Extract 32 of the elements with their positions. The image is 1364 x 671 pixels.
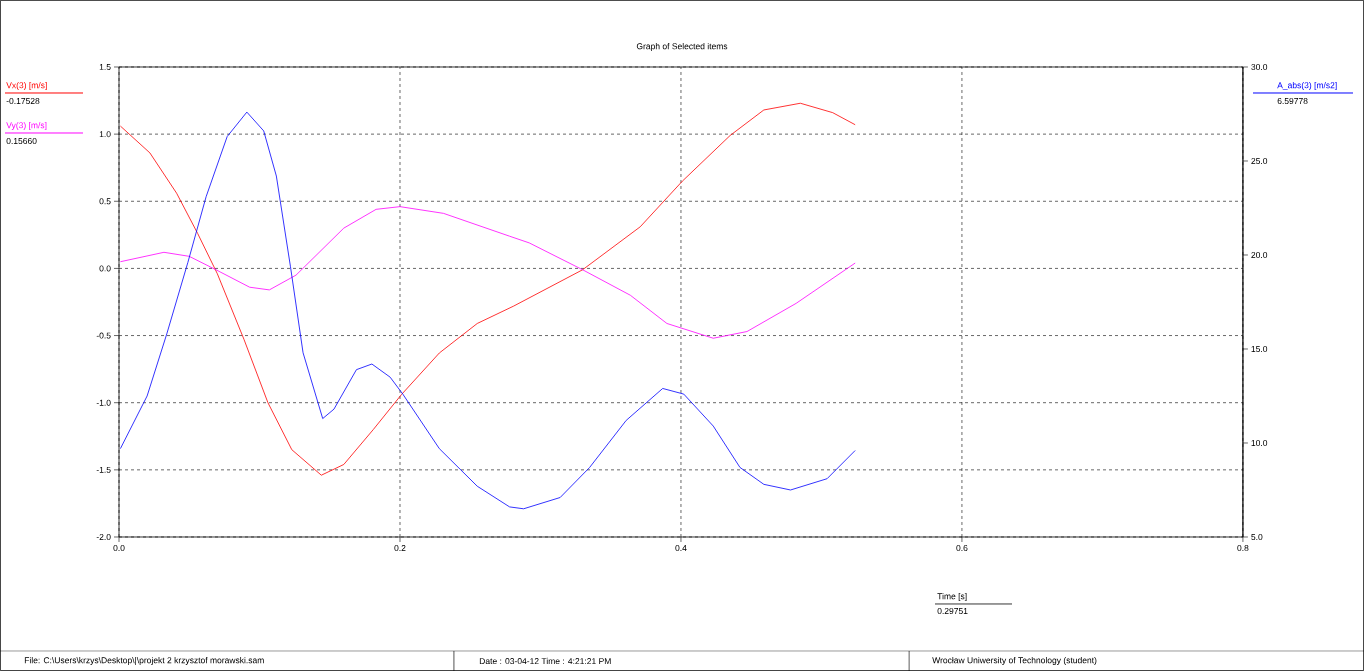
y-tick-label: -1.0 [96,399,111,406]
y-tick-label: -0.5 [96,332,111,339]
text: Vy(3) [m/s] [6,122,47,130]
y-tick-label: 1.0 [99,131,111,138]
text: A_abs(3) [m/s2] [1277,82,1337,90]
y2-tick-label: 20.0 [1251,251,1268,258]
y-tick-label: 0.0 [99,265,111,272]
y-tick-label: 0.5 [99,198,111,205]
y2-tick-label: 25.0 [1251,157,1268,164]
line-series [120,206,856,339]
y-tick-label: 1.5 [99,64,111,70]
y-tick-label: -1.5 [96,466,111,473]
chart-title: Graph of Selected items [636,43,728,51]
text: File: C:\Users\krzys\Desktop\|\projekt 2 krzysztof morawski.sam [24,657,264,665]
text: Wrocław Uniwersity of Technology (student) [932,657,1097,665]
text: 0.29751 [937,607,968,614]
y2-tick-label: 30.0 [1251,63,1268,70]
x-tick-label: 0.2 [394,545,406,552]
y2-tick-label: 5.0 [1251,533,1263,540]
text: Vx(3) [m/s] [6,82,47,90]
text: -0.17528 [6,97,40,104]
y2-tick-label: 15.0 [1251,345,1268,352]
text: 0.15660 [6,137,37,144]
x-tick-label: 0.8 [1237,545,1249,552]
y-tick-label: -2.0 [96,533,111,540]
y2-tick-label: 10.0 [1251,439,1268,446]
x-tick-label: 0.4 [675,545,687,552]
text: Date : 03-04-12 Time : 4:21:21 PM [479,657,611,665]
text: 6.59778 [1277,97,1308,104]
x-tick-label: 0.6 [956,545,968,552]
x-axis-title: Time [s] [937,593,967,601]
x-tick-label: 0.0 [113,545,125,552]
